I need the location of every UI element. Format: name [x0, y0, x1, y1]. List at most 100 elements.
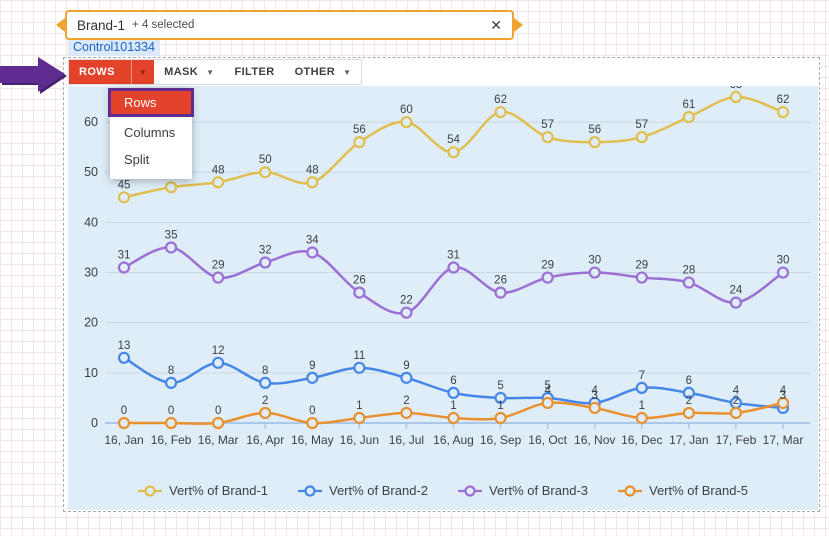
svg-text:0: 0: [215, 405, 221, 417]
toolbar-button-rows[interactable]: ROWS ▼: [69, 60, 155, 84]
svg-text:13: 13: [118, 340, 131, 352]
legend-marker-icon: [618, 484, 642, 497]
svg-text:5: 5: [497, 380, 503, 392]
legend-label: Vert% of Brand-5: [649, 483, 748, 498]
svg-text:6: 6: [450, 375, 456, 387]
svg-text:16, Jan: 16, Jan: [104, 433, 143, 447]
svg-text:20: 20: [84, 316, 98, 330]
svg-text:30: 30: [777, 255, 790, 267]
legend-item[interactable]: Vert% of Brand-3: [458, 483, 588, 498]
rows-dropdown-menu: Rows Columns Split: [108, 88, 194, 179]
svg-text:31: 31: [447, 250, 460, 262]
svg-text:1: 1: [639, 400, 645, 412]
svg-text:62: 62: [777, 94, 790, 106]
svg-text:16, Jul: 16, Jul: [389, 433, 424, 447]
chevron-down-icon[interactable]: ▼: [130, 60, 154, 84]
svg-text:17, Jan: 17, Jan: [669, 433, 708, 447]
legend-item[interactable]: Vert% of Brand-2: [298, 483, 428, 498]
svg-text:24: 24: [730, 285, 743, 297]
svg-text:26: 26: [494, 275, 507, 287]
chart-legend: Vert% of Brand-1 Vert% of Brand-2 Vert% of…: [68, 483, 818, 498]
toolbar-button-label: MASK: [164, 66, 199, 78]
svg-text:16, Oct: 16, Oct: [528, 433, 567, 447]
svg-text:0: 0: [91, 416, 98, 430]
svg-text:29: 29: [212, 260, 225, 272]
svg-text:56: 56: [353, 124, 366, 136]
svg-text:56: 56: [588, 124, 601, 136]
annotation-arrow-icon: [0, 57, 67, 94]
legend-item[interactable]: Vert% of Brand-5: [618, 483, 748, 498]
svg-text:30: 30: [84, 266, 98, 280]
menu-item-columns[interactable]: Columns: [124, 125, 176, 140]
svg-text:34: 34: [306, 234, 319, 246]
legend-label: Vert% of Brand-3: [489, 483, 588, 498]
filter-value: Brand-1: [77, 17, 126, 33]
svg-text:45: 45: [118, 179, 131, 191]
svg-text:1: 1: [450, 400, 456, 412]
svg-text:0: 0: [168, 405, 174, 417]
svg-text:3: 3: [592, 390, 598, 402]
svg-text:16, Nov: 16, Nov: [574, 433, 615, 447]
svg-text:48: 48: [212, 164, 225, 176]
control-name-label[interactable]: Control101334: [68, 39, 161, 56]
legend-marker-icon: [138, 484, 162, 497]
svg-text:31: 31: [118, 250, 131, 262]
svg-text:54: 54: [447, 134, 460, 146]
svg-text:16, May: 16, May: [291, 433, 334, 447]
close-icon[interactable]: ✕: [490, 17, 502, 33]
svg-text:16, Aug: 16, Aug: [433, 433, 474, 447]
filter-input[interactable]: Brand-1 + 4 selected ✕: [65, 10, 514, 40]
svg-text:8: 8: [168, 365, 174, 377]
resize-handle-right[interactable]: [514, 18, 523, 32]
svg-text:30: 30: [588, 255, 601, 267]
svg-text:35: 35: [165, 229, 178, 241]
svg-text:17, Mar: 17, Mar: [763, 433, 804, 447]
svg-text:40: 40: [84, 215, 98, 229]
svg-text:3: 3: [780, 390, 786, 402]
svg-text:16, Dec: 16, Dec: [621, 433, 662, 447]
svg-text:9: 9: [403, 360, 409, 372]
svg-text:1: 1: [497, 400, 503, 412]
svg-text:29: 29: [541, 260, 554, 272]
toolbar-button-label: ROWS: [79, 66, 115, 78]
svg-text:22: 22: [400, 295, 413, 307]
toolbar-button-filter[interactable]: FILTER: [224, 60, 284, 84]
legend-marker-icon: [298, 484, 322, 497]
svg-text:9: 9: [309, 360, 315, 372]
svg-text:4: 4: [544, 385, 551, 397]
svg-text:6: 6: [686, 375, 692, 387]
svg-text:7: 7: [639, 370, 645, 382]
menu-item-rows[interactable]: Rows: [108, 88, 194, 117]
svg-text:65: 65: [730, 86, 743, 91]
svg-text:2: 2: [686, 395, 692, 407]
svg-text:57: 57: [635, 119, 648, 131]
svg-text:0: 0: [309, 405, 315, 417]
svg-text:2: 2: [262, 395, 268, 407]
svg-text:48: 48: [306, 164, 319, 176]
svg-text:4: 4: [733, 385, 740, 397]
svg-text:50: 50: [84, 165, 98, 179]
svg-text:11: 11: [353, 350, 365, 362]
toolbar-button-mask[interactable]: MASK ▼: [154, 60, 224, 84]
chevron-down-icon[interactable]: ▼: [206, 67, 215, 77]
legend-item[interactable]: Vert% of Brand-1: [138, 483, 268, 498]
svg-text:32: 32: [259, 245, 272, 257]
chart-control-frame[interactable]: 0 10 20 30 40 50 60 16, Jan 16, Feb 16, Mar 16, Ap…: [63, 57, 820, 512]
resize-handle-left[interactable]: [56, 18, 65, 32]
svg-text:1: 1: [356, 400, 362, 412]
svg-text:2: 2: [733, 395, 739, 407]
svg-text:12: 12: [212, 345, 225, 357]
legend-label: Vert% of Brand-2: [329, 483, 428, 498]
filter-selected-count: + 4 selected: [132, 19, 195, 31]
chart-surface: 0 10 20 30 40 50 60 16, Jan 16, Feb 16, Mar 16, Ap…: [68, 86, 818, 510]
svg-text:57: 57: [541, 119, 554, 131]
menu-item-split[interactable]: Split: [124, 152, 150, 167]
toolbar-button-other[interactable]: OTHER ▼: [285, 60, 362, 84]
svg-text:16, Feb: 16, Feb: [151, 433, 192, 447]
svg-text:4: 4: [780, 385, 787, 397]
svg-text:8: 8: [262, 365, 268, 377]
svg-text:16, Sep: 16, Sep: [480, 433, 522, 447]
chevron-down-icon[interactable]: ▼: [343, 67, 352, 77]
svg-text:5: 5: [544, 380, 550, 392]
svg-text:50: 50: [259, 154, 272, 166]
